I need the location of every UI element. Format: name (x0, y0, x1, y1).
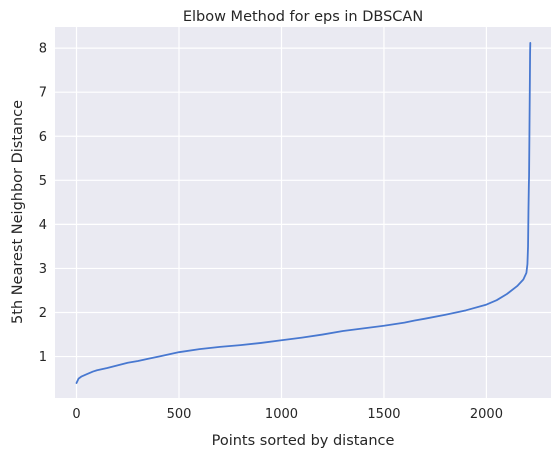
y-tick-label: 1 (39, 350, 47, 365)
y-tick-label: 2 (39, 306, 47, 321)
y-tick-label: 7 (39, 86, 47, 101)
series-layer (75, 41, 532, 384)
x-gridlines (75, 27, 488, 398)
y-tick-labels: 1 2 3 4 5 6 7 8 (39, 42, 47, 365)
x-tick-labels: 0 500 1000 1500 2000 (72, 407, 503, 422)
chart-title: Elbow Method for eps in DBSCAN (183, 9, 423, 25)
y-tick-label: 5 (39, 174, 47, 189)
x-tick-label: 500 (167, 407, 192, 422)
x-tick-label: 1500 (367, 407, 400, 422)
y-tick-label: 4 (39, 218, 47, 233)
series-line-0 (75, 41, 532, 384)
y-axis-label: 5th Nearest Neighbor Distance (10, 100, 26, 324)
y-gridlines (55, 47, 551, 358)
x-tick-label: 2000 (470, 407, 503, 422)
plot-area (55, 27, 551, 398)
x-axis-label: Points sorted by distance (212, 433, 395, 449)
x-tick-label: 1000 (265, 407, 298, 422)
y-tick-label: 6 (39, 130, 47, 145)
y-tick-label: 3 (39, 262, 47, 277)
x-tick-label: 0 (72, 407, 80, 422)
y-tick-label: 8 (39, 42, 47, 57)
